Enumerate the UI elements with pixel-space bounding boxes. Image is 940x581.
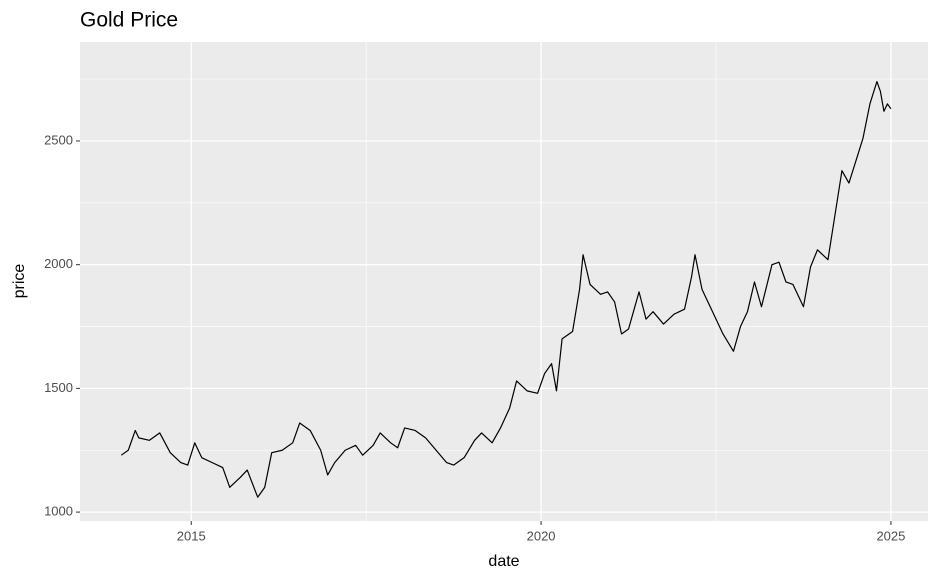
y-tick-label: 2000 [44, 256, 73, 271]
price-line [120, 80, 892, 498]
x-axis-label: date [488, 553, 519, 570]
x-tick-label: 2025 [876, 528, 905, 543]
y-tick-label: 2500 [44, 132, 73, 147]
y-tick-label: 1500 [44, 380, 73, 395]
x-tick-label: 2015 [177, 528, 206, 543]
chart-title: Gold Price [80, 9, 178, 32]
y-tick-label: 1000 [44, 504, 73, 519]
y-axis-label: price [11, 264, 28, 299]
x-tick-label: 2020 [527, 528, 556, 543]
plot-panel [80, 42, 928, 521]
